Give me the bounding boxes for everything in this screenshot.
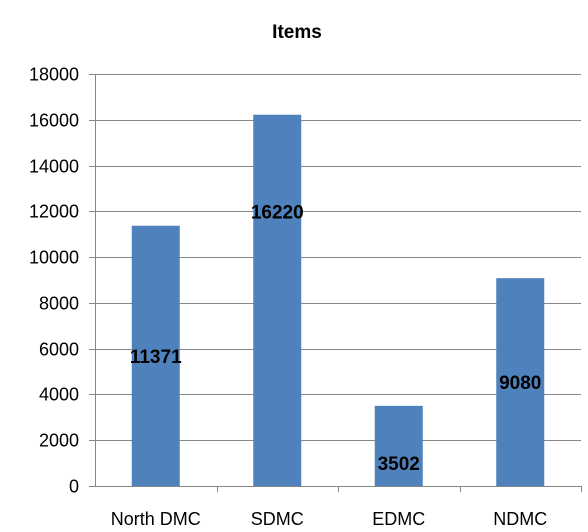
y-tick-label: 10000 bbox=[29, 248, 79, 268]
bars bbox=[131, 114, 545, 487]
data-label: 3502 bbox=[378, 454, 420, 475]
data-label: 11371 bbox=[130, 347, 182, 368]
data-label: 16220 bbox=[251, 202, 304, 223]
data-label: 9080 bbox=[499, 373, 541, 394]
x-category-label: SDMC bbox=[251, 509, 304, 529]
chart-title: Items bbox=[272, 22, 322, 43]
x-category-label: EDMC bbox=[372, 509, 425, 529]
x-category-label: North DMC bbox=[111, 509, 201, 529]
y-tick-label: 14000 bbox=[29, 157, 79, 177]
x-category-label: NDMC bbox=[493, 509, 547, 529]
y-tick-label: 0 bbox=[69, 477, 79, 497]
axes bbox=[89, 74, 582, 492]
bar bbox=[496, 278, 545, 486]
y-tick-label: 4000 bbox=[39, 385, 79, 405]
y-tick-label: 12000 bbox=[29, 202, 79, 222]
data-labels: 11371 16220 3502 9080 bbox=[130, 202, 542, 474]
bar bbox=[131, 225, 180, 486]
y-tick-label: 8000 bbox=[39, 294, 79, 314]
bar bbox=[253, 114, 302, 487]
y-tick-label: 18000 bbox=[29, 65, 79, 85]
y-axis-tick-labels: 0 2000 4000 6000 8000 10000 12000 14000 16000 180… bbox=[29, 65, 79, 497]
x-axis-category-labels: North DMC SDMC EDMC NDMC bbox=[111, 509, 548, 529]
y-tick-label: 6000 bbox=[39, 340, 79, 360]
bar bbox=[374, 405, 423, 486]
y-tick-label: 2000 bbox=[39, 431, 79, 451]
y-tick-label: 16000 bbox=[29, 111, 79, 131]
